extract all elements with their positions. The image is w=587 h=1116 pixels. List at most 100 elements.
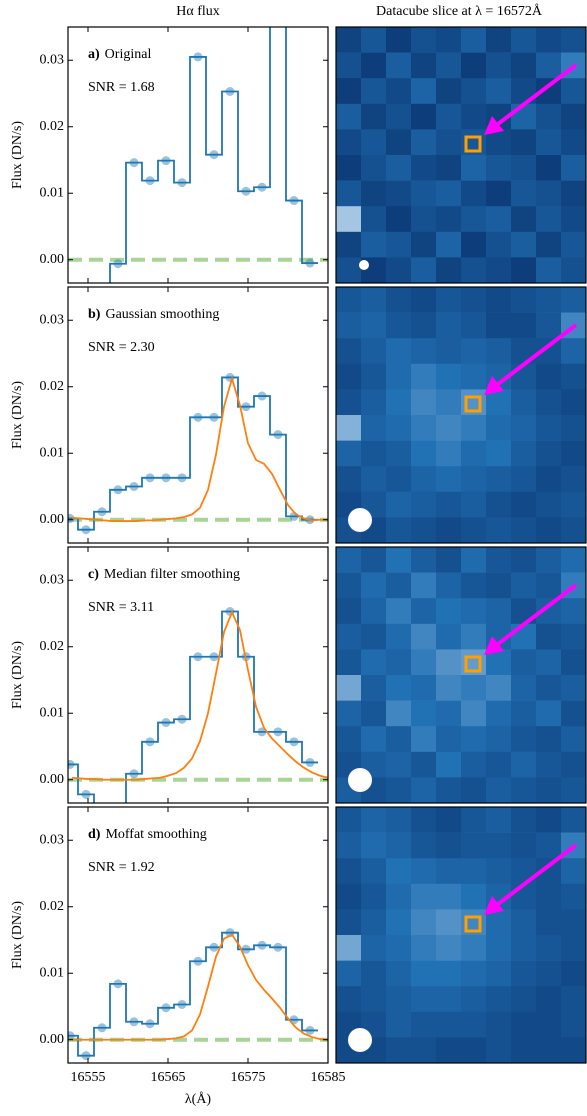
- data-point: [81, 789, 91, 799]
- data-point: [81, 1051, 91, 1061]
- pixel: [536, 883, 562, 910]
- pixel: [336, 883, 362, 910]
- pixel: [336, 572, 362, 599]
- pixel: [386, 832, 412, 859]
- pixel: [436, 751, 462, 778]
- x-tick-label: 16555: [71, 1070, 106, 1085]
- pixel: [536, 27, 562, 53]
- y-tick-label: 0.01: [40, 185, 65, 200]
- pixel: [436, 517, 462, 544]
- pixel: [536, 649, 562, 676]
- pixel: [336, 807, 362, 833]
- pixel: [461, 572, 487, 599]
- pixel: [511, 883, 537, 910]
- pixel: [436, 440, 462, 467]
- pixel: [461, 547, 487, 573]
- pixel: [511, 52, 537, 79]
- pixel: [361, 700, 387, 727]
- pixel: [511, 155, 537, 181]
- pixel: [361, 572, 387, 599]
- panel-name: Median filter smoothing: [104, 567, 240, 582]
- pixel: [561, 78, 587, 105]
- pixel: [461, 623, 487, 650]
- pixel: [511, 517, 537, 544]
- pixel: [486, 960, 512, 987]
- y-tick-label: 0.00: [40, 252, 65, 267]
- panel-letter: b): [88, 307, 101, 322]
- pixel: [536, 547, 562, 573]
- panel-name: Original: [105, 47, 152, 62]
- panel-label: a) Original: [88, 47, 151, 62]
- pixel: [386, 440, 412, 467]
- pixel: [436, 935, 462, 961]
- pixel: [561, 675, 587, 701]
- data-point: [129, 158, 139, 168]
- data-point: [273, 727, 283, 737]
- data-point: [305, 258, 315, 268]
- axes-frame: [335, 546, 587, 804]
- pixel: [436, 389, 462, 416]
- pixel: [486, 517, 512, 544]
- x-tick-label: 16575: [231, 1070, 266, 1085]
- pixel: [386, 312, 412, 339]
- data-point: [113, 979, 123, 989]
- pixel: [336, 649, 362, 676]
- data-point: [225, 86, 235, 96]
- y-axis-label: Flux (DN/s): [10, 901, 25, 969]
- pixel: [386, 231, 412, 258]
- pixel: [486, 858, 512, 885]
- axes-frame: [335, 806, 587, 1064]
- pixel: [561, 389, 587, 416]
- pixel: [386, 572, 412, 599]
- pixel: [411, 389, 437, 416]
- pixel: [536, 491, 562, 518]
- y-tick-label: 0.03: [40, 312, 65, 327]
- pixel: [461, 517, 487, 544]
- pixel: [386, 675, 412, 701]
- pixel: [411, 858, 437, 885]
- pixel: [511, 726, 537, 753]
- pixel: [486, 572, 512, 599]
- pixel: [536, 700, 562, 727]
- data-point: [113, 485, 123, 495]
- psf-circle: [348, 1028, 372, 1052]
- pixel: [486, 206, 512, 233]
- pixel: [386, 363, 412, 390]
- pixel: [436, 1011, 462, 1038]
- pixel: [511, 909, 537, 936]
- snr-annotation: SNR = 1.92: [88, 860, 155, 875]
- pixel: [511, 363, 537, 390]
- panel-label: d) Moffat smoothing: [88, 827, 207, 842]
- data-point: [113, 259, 123, 269]
- pixel: [561, 909, 587, 936]
- pixel: [411, 935, 437, 961]
- pixel: [386, 338, 412, 365]
- pixel: [461, 491, 487, 518]
- pixel: [361, 547, 387, 573]
- pixel: [336, 206, 362, 233]
- pixel: [461, 155, 487, 181]
- pixel: [361, 883, 387, 910]
- fit-curve: [72, 933, 328, 1041]
- pixel: [336, 180, 362, 207]
- pixel: [536, 440, 562, 467]
- pixel: [386, 598, 412, 625]
- pixel: [386, 103, 412, 130]
- pixel: [561, 883, 587, 910]
- pixel: [486, 52, 512, 79]
- axes-frame: [335, 286, 587, 544]
- pixel: [336, 312, 362, 339]
- pixel: [511, 287, 537, 313]
- pixel: [511, 986, 537, 1013]
- pixel: [561, 598, 587, 625]
- pixel: [536, 832, 562, 859]
- pixel: [436, 1037, 462, 1064]
- pixel: [436, 986, 462, 1013]
- pixel: [486, 78, 512, 105]
- pixel: [436, 777, 462, 804]
- pixel: [536, 103, 562, 130]
- y-tick-label: 0.01: [40, 445, 65, 460]
- pixel: [436, 129, 462, 156]
- pixel: [436, 27, 462, 53]
